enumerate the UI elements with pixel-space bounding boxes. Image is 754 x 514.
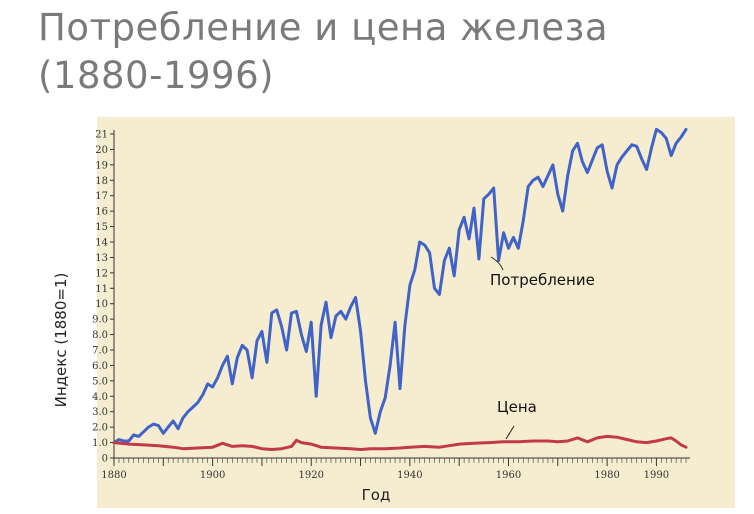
y-tick-label: 19 — [95, 160, 108, 171]
y-tick-label: 12 — [95, 268, 108, 279]
y-tick-label: 20 — [95, 145, 108, 156]
price-leader-line — [505, 425, 515, 440]
price-series-line — [112, 434, 688, 451]
y-tick-label: 6.0 — [92, 361, 108, 372]
y-tick-label: 18 — [95, 176, 108, 187]
plot-area: 0 1.0 2.0 3.0 4.0 5.0 6.0 7.0 8.0 9.0 10 11 12 13 14 15… — [92, 127, 690, 481]
consumption-annotation: Потребление — [490, 271, 595, 289]
x-tick-label: 1980 — [594, 470, 619, 481]
x-tick-label: 1990 — [644, 470, 669, 481]
y-tick-label: 4.0 — [92, 392, 108, 403]
y-axis-title: Индекс (1880=1) — [52, 273, 70, 408]
y-tick-label: 5.0 — [92, 376, 108, 387]
x-tick-label: 1920 — [299, 470, 324, 481]
consumption-leader-line — [490, 256, 504, 271]
y-tick-label: 21 — [95, 130, 108, 141]
y-tick-label: 3.0 — [92, 407, 108, 418]
y-tick-label: 2.0 — [92, 423, 108, 434]
x-tick-label: 1940 — [397, 470, 422, 481]
y-tick-label: 8.0 — [92, 330, 108, 341]
x-axis-title: Год — [362, 486, 391, 504]
y-tick-label: 0 — [102, 454, 108, 465]
x-tick-label: 1900 — [200, 470, 225, 481]
title-line-1: Потребление и цена железа — [38, 6, 608, 49]
y-tick-label: 17 — [95, 191, 108, 202]
y-tick-label: 15 — [95, 222, 108, 233]
x-tick-label: 1960 — [496, 470, 521, 481]
page-title: Потребление и цена железа (1880-1996) — [38, 4, 738, 100]
y-tick-label: 16 — [95, 207, 108, 218]
y-tick-label: 13 — [95, 253, 108, 264]
x-tick-label: 1880 — [101, 470, 126, 481]
y-tick-label: 14 — [95, 238, 108, 249]
y-tick-label: 10 — [95, 299, 108, 310]
y-tick-label: 9.0 — [92, 315, 108, 326]
chart-panel — [97, 117, 735, 508]
title-line-2: (1880-1996) — [38, 54, 275, 97]
y-tick-label: 11 — [95, 284, 108, 295]
price-annotation: Цена — [497, 398, 537, 416]
y-tick-label: 1.0 — [92, 438, 108, 449]
consumption-series-line — [112, 127, 688, 445]
y-tick-label: 7.0 — [92, 346, 108, 357]
